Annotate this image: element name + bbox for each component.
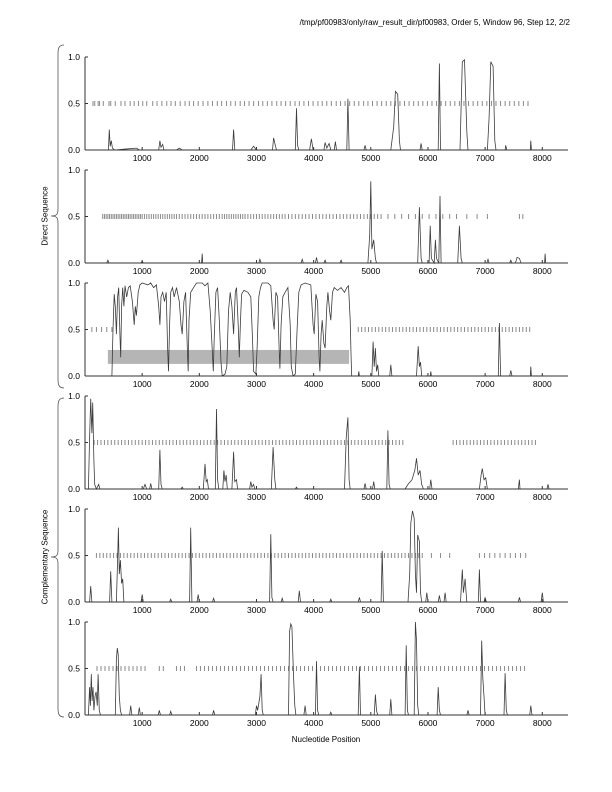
x-tick-label: 7000 — [476, 718, 495, 728]
x-tick-label: 6000 — [418, 492, 437, 502]
x-axis-label: Nucleotide Position — [291, 735, 361, 744]
x-tick-label: 8000 — [533, 605, 552, 615]
y-tick-label: 0.0 — [68, 258, 80, 268]
x-tick-label: 4000 — [304, 605, 323, 615]
y-tick-label: 1.0 — [68, 617, 80, 627]
x-tick-label: 5000 — [361, 718, 380, 728]
x-tick-label: 1000 — [133, 379, 152, 389]
x-tick-label: 6000 — [418, 718, 437, 728]
subplot-complementary-2: 0.0 0.5 1.0 1000 2000 3000 4000 5000 6000 7000 800… — [68, 504, 568, 615]
x-tick-label: 5000 — [361, 379, 380, 389]
x-tick-label: 2000 — [190, 718, 209, 728]
x-tick-label: 6000 — [418, 266, 437, 276]
subplot-complementary-1: 0.0 0.5 1.0 1000 2000 3000 4000 5000 6000 7000 800… — [68, 391, 568, 502]
x-tick-label: 1000 — [133, 492, 152, 502]
figure-title: /tmp/pf00983/only/raw_result_dir/pf00983… — [299, 18, 570, 27]
subplot-direct-2: 0.0 0.5 1.0 1000 2000 3000 4000 5000 6000 7000 800… — [68, 165, 568, 276]
series-score — [85, 181, 568, 265]
y-tick-label: 0.5 — [68, 664, 80, 674]
x-tick-label: 4000 — [304, 153, 323, 163]
x-tick-label: 3000 — [247, 492, 266, 502]
x-tick-label: 3000 — [247, 266, 266, 276]
x-tick-label: 1000 — [133, 153, 152, 163]
x-tick-label: 7000 — [476, 492, 495, 502]
x-tick-label: 4000 — [304, 718, 323, 728]
y-tick-label: 0.0 — [68, 484, 80, 494]
x-tick-label: 4000 — [304, 266, 323, 276]
y-tick-label: 0.0 — [68, 710, 80, 720]
subplot-complementary-3: 0.0 0.5 1.0 1000 2000 3000 4000 5000 6000 7000 800… — [68, 617, 568, 728]
x-tick-label: 7000 — [476, 605, 495, 615]
y-tick-label: 0.0 — [68, 597, 80, 607]
x-tick-label: 3000 — [247, 153, 266, 163]
rug-marks — [93, 440, 536, 445]
y-tick-label: 0.5 — [68, 325, 80, 335]
x-tick-label: 8000 — [533, 718, 552, 728]
x-tick-label: 3000 — [247, 379, 266, 389]
rug-marks — [92, 101, 529, 106]
subplot-direct-3: 0.0 0.5 1.0 1000 2000 3000 4000 5000 6000 7000 800… — [68, 278, 568, 389]
x-tick-label: 8000 — [533, 379, 552, 389]
x-tick-label: 2000 — [190, 266, 209, 276]
x-tick-label: 8000 — [533, 492, 552, 502]
x-tick-label: 6000 — [418, 379, 437, 389]
complementary-group-brace — [50, 397, 65, 718]
y-tick-label: 0.5 — [68, 212, 80, 222]
x-tick-label: 5000 — [361, 605, 380, 615]
y-tick-label: 0.0 — [68, 145, 80, 155]
x-tick-label: 2000 — [190, 492, 209, 502]
series-score — [85, 398, 568, 491]
rug-marks — [91, 327, 531, 332]
x-tick-label: 2000 — [190, 379, 209, 389]
x-tick-label: 8000 — [533, 266, 552, 276]
y-tick-label: 0.0 — [68, 371, 80, 381]
x-tick-label: 8000 — [533, 153, 552, 163]
x-tick-label: 7000 — [476, 379, 495, 389]
rug-marks — [96, 666, 526, 671]
y-tick-label: 0.5 — [68, 438, 80, 448]
x-tick-label: 7000 — [476, 266, 495, 276]
x-tick-label: 6000 — [418, 605, 437, 615]
x-tick-label: 6000 — [418, 153, 437, 163]
y-tick-label: 0.5 — [68, 99, 80, 109]
axes — [84, 622, 568, 716]
axes — [84, 396, 568, 490]
rug-marks — [102, 214, 524, 219]
x-tick-label: 1000 — [133, 605, 152, 615]
y-tick-label: 1.0 — [68, 278, 80, 288]
x-tick-label: 5000 — [361, 153, 380, 163]
x-tick-label: 5000 — [361, 266, 380, 276]
x-tick-label: 7000 — [476, 153, 495, 163]
y-tick-label: 1.0 — [68, 165, 80, 175]
highlight-band — [107, 349, 350, 364]
x-tick-label: 1000 — [133, 718, 152, 728]
x-tick-label: 4000 — [304, 492, 323, 502]
rug-marks — [95, 553, 527, 558]
x-tick-label: 3000 — [247, 718, 266, 728]
subplot-direct-1: 0.0 0.5 1.0 1000 2000 3000 4000 5000 6000 7000 800… — [68, 52, 568, 163]
x-tick-label: 4000 — [304, 379, 323, 389]
y-tick-label: 1.0 — [68, 504, 80, 514]
y-tick-label: 1.0 — [68, 52, 80, 62]
direct-group-brace — [50, 44, 65, 389]
x-tick-label: 2000 — [190, 153, 209, 163]
x-tick-label: 5000 — [361, 492, 380, 502]
x-tick-label: 2000 — [190, 605, 209, 615]
y-tick-label: 0.5 — [68, 551, 80, 561]
series-score — [85, 621, 568, 716]
x-tick-label: 3000 — [247, 605, 266, 615]
y-tick-label: 1.0 — [68, 391, 80, 401]
x-tick-label: 1000 — [133, 266, 152, 276]
series-score — [85, 282, 568, 377]
